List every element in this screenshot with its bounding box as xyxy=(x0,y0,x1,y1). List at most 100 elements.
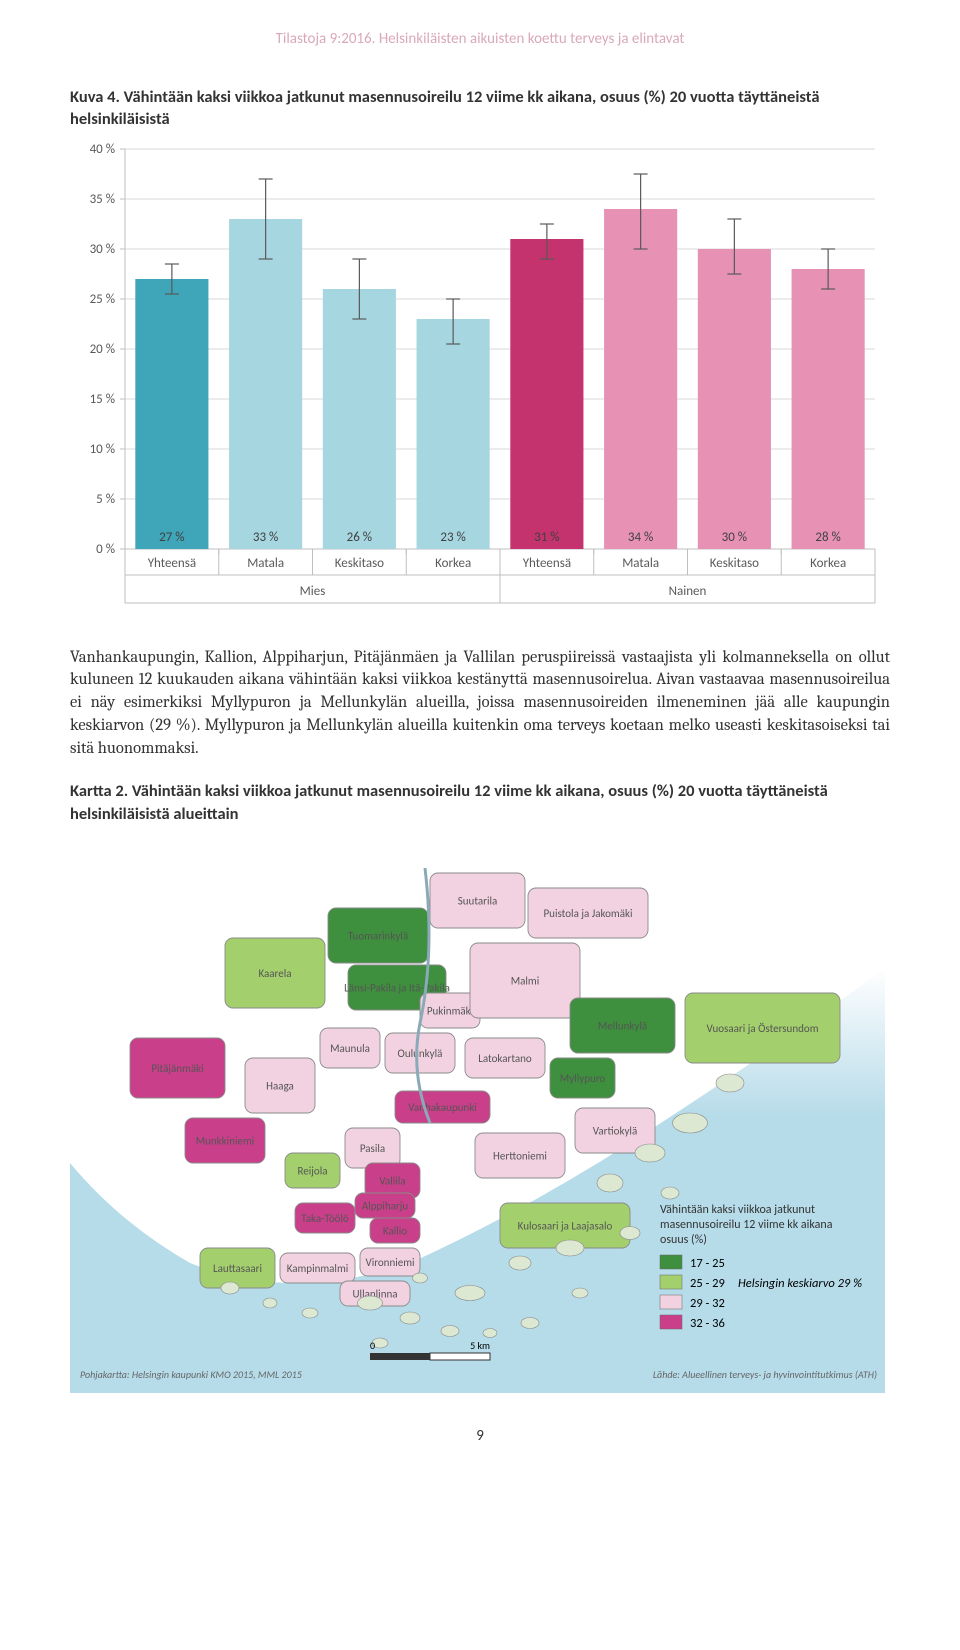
map-district-label: Myllypuro xyxy=(560,1072,606,1085)
map-island xyxy=(455,1285,485,1300)
map-district-label: Kallio xyxy=(383,1224,407,1237)
map-district-label: Vartiokylä xyxy=(593,1124,637,1137)
map-island xyxy=(358,1296,383,1310)
map-district-label: Vironniemi xyxy=(365,1256,414,1269)
map-island xyxy=(556,1240,584,1256)
map-island xyxy=(620,1226,640,1239)
map-island xyxy=(483,1328,497,1337)
map-district-label: Latokartano xyxy=(478,1052,532,1065)
map-district-label: Tuomarinkylä xyxy=(348,929,408,942)
chart-bar xyxy=(604,209,677,549)
figure4-caption-text: Vähintään kaksi viikkoa jatkunut masennu… xyxy=(70,87,820,129)
map-svg: Suutarila Puistola ja Jakomäki Tuomarinkyl… xyxy=(70,833,885,1393)
chart-x-category: Keskitaso xyxy=(710,556,759,571)
chart-bar-value: 34 % xyxy=(628,530,653,545)
map-district-label: Länsi-Pakila ja Itä-Pakila xyxy=(344,981,450,994)
map-island xyxy=(635,1144,665,1162)
chart-x-group: Nainen xyxy=(669,584,707,599)
map-island xyxy=(509,1256,531,1270)
map-district: Munkkiniemi xyxy=(185,1118,265,1163)
legend-swatch xyxy=(660,1295,682,1309)
svg-text:10 %: 10 % xyxy=(90,442,115,457)
legend-class-label: 17 - 25 xyxy=(690,1256,725,1271)
svg-text:35 %: 35 % xyxy=(90,192,115,207)
chart-bar-value: 23 % xyxy=(440,530,465,545)
map-district-label: Munkkiniemi xyxy=(196,1134,255,1147)
map-district-label: Alppiharju xyxy=(362,1199,408,1212)
chart-x-category: Matala xyxy=(247,556,284,571)
figure4-caption: Kuva 4. Vähintään kaksi viikkoa jatkunut… xyxy=(70,86,890,131)
figure4-lead: Kuva 4. xyxy=(70,87,120,107)
kartta2-caption: Kartta 2. Vähintään kaksi viikkoa jatkun… xyxy=(70,780,890,825)
chart-x-category: Yhteensä xyxy=(148,556,196,571)
map-district: Haaga xyxy=(245,1058,315,1113)
chart-x-category: Korkea xyxy=(435,556,471,571)
svg-text:25 %: 25 % xyxy=(90,292,115,307)
map-island xyxy=(263,1298,277,1308)
map-district: Vuosaari ja Östersundom xyxy=(685,993,840,1063)
map-district: Taka-Töölö xyxy=(295,1203,355,1233)
map-island xyxy=(597,1174,623,1192)
kartta2-lead: Kartta 2. xyxy=(70,781,128,801)
map-district: Maunula xyxy=(320,1028,380,1068)
map-district: Malmi xyxy=(470,943,580,1018)
legend-mean-note: Helsingin keskiarvo 29 % xyxy=(738,1276,862,1291)
choropleth-map: Suutarila Puistola ja Jakomäki Tuomarinkyl… xyxy=(70,833,890,1393)
svg-text:30 %: 30 % xyxy=(90,242,115,257)
map-district-label: Kampinmalmi xyxy=(287,1262,349,1275)
svg-text:0 %: 0 % xyxy=(96,542,115,557)
svg-text:5 km: 5 km xyxy=(470,1339,490,1352)
svg-text:40 %: 40 % xyxy=(90,142,115,157)
map-district-label: Kaarela xyxy=(258,967,291,980)
map-district-label: Vanhakaupunki xyxy=(408,1101,476,1114)
chart-bar-value: 33 % xyxy=(253,530,278,545)
map-district-label: Lauttasaari xyxy=(213,1262,262,1275)
map-district: Kallio xyxy=(370,1218,420,1243)
map-district: Reijola xyxy=(285,1153,340,1188)
chart-bar-value: 26 % xyxy=(347,530,372,545)
map-district: Oulunkylä xyxy=(385,1033,455,1073)
chart-bar xyxy=(510,239,583,549)
legend-swatch xyxy=(660,1255,682,1269)
svg-text:Vähintään kaksi viikkoa jatkun: Vähintään kaksi viikkoa jatkunut xyxy=(660,1203,815,1217)
map-district: Pitäjänmäki xyxy=(130,1038,225,1098)
chart-bar-value: 27 % xyxy=(159,530,184,545)
map-island xyxy=(221,1282,239,1294)
chart-bar-value: 30 % xyxy=(722,530,747,545)
map-district-label: Taka-Töölö xyxy=(301,1212,349,1225)
map-district: Latokartano xyxy=(465,1038,545,1078)
map-island xyxy=(413,1273,428,1283)
map-island xyxy=(661,1187,679,1199)
chart-x-category: Yhteensä xyxy=(523,556,571,571)
map-district: Lauttasaari xyxy=(200,1248,275,1288)
chart-bar xyxy=(135,279,208,549)
chart-bar xyxy=(792,269,865,549)
map-district-label: Pitäjänmäki xyxy=(151,1062,203,1075)
svg-text:osuus (%): osuus (%) xyxy=(660,1233,707,1247)
svg-text:15 %: 15 % xyxy=(90,392,115,407)
map-district-label: Puistola ja Jakomäki xyxy=(544,907,633,920)
map-credit-right: Lähde: Alueellinen terveys- ja hyvinvoin… xyxy=(653,1368,877,1381)
legend-class-label: 25 - 29 xyxy=(690,1276,725,1291)
map-credit-left: Pohjakartta: Helsingin kaupunki KMO 2015… xyxy=(80,1368,302,1381)
chart-bar xyxy=(698,249,771,549)
chart-bar-value: 31 % xyxy=(534,530,559,545)
map-district-label: Reijola xyxy=(297,1164,327,1177)
map-district-label: Pukinmäki xyxy=(427,1004,473,1017)
bar-chart-svg: 0 %5 %10 %15 %20 %25 %30 %35 %40 %27 %Yh… xyxy=(70,139,885,619)
chart-x-category: Matala xyxy=(622,556,659,571)
map-district-label: Suutarila xyxy=(458,894,498,907)
map-island xyxy=(572,1288,588,1298)
chart-bar-value: 28 % xyxy=(815,530,840,545)
map-district: Pasila xyxy=(345,1128,400,1168)
map-island xyxy=(400,1312,420,1324)
svg-text:masennusoireilu 12 viime kk ai: masennusoireilu 12 viime kk aikana xyxy=(660,1218,833,1232)
map-district-label: Haaga xyxy=(266,1079,294,1092)
map-island xyxy=(716,1074,744,1092)
map-district: Herttoniemi xyxy=(475,1133,565,1178)
map-island xyxy=(302,1308,318,1318)
legend-class-label: 29 - 32 xyxy=(690,1296,725,1311)
map-district: Kaarela xyxy=(225,938,325,1008)
svg-text:0: 0 xyxy=(370,1339,375,1352)
bar-chart: 0 %5 %10 %15 %20 %25 %30 %35 %40 %27 %Yh… xyxy=(70,139,890,619)
